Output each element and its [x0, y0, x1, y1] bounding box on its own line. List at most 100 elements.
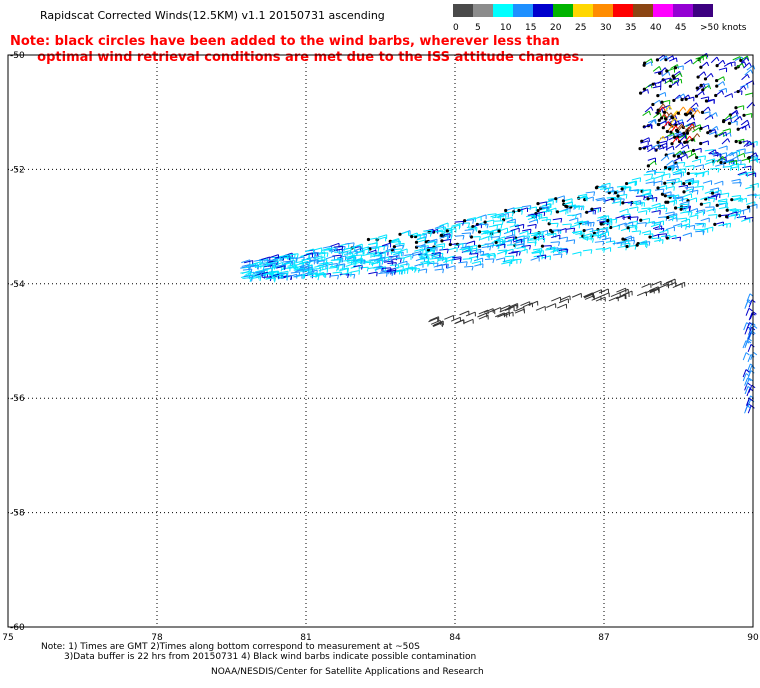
wind-barb — [567, 214, 577, 220]
wind-barb — [641, 283, 652, 288]
wind-barb — [596, 217, 606, 223]
wind-barb — [717, 200, 728, 206]
wind-barb — [281, 266, 291, 272]
wind-barb — [718, 223, 728, 228]
wind-barb — [601, 182, 611, 188]
wind-barb — [414, 239, 426, 245]
wind-barb — [661, 234, 671, 240]
wind-barb — [474, 263, 484, 269]
legend-label: >50 knots — [700, 23, 747, 33]
wind-barb — [691, 158, 702, 164]
wind-barb — [679, 207, 691, 212]
wind-barb — [718, 67, 728, 73]
wind-barb — [665, 211, 675, 217]
wind-barb — [688, 189, 699, 195]
wind-barb — [721, 138, 731, 145]
legend-label: 35 — [625, 23, 637, 33]
wind-barb — [663, 181, 675, 187]
wind-barb — [596, 198, 606, 204]
wind-barb — [373, 258, 384, 264]
wind-barb — [626, 226, 638, 231]
wind-barb — [670, 137, 680, 146]
wind-barb — [649, 287, 660, 293]
wind-barb — [610, 292, 621, 298]
wind-barb — [722, 128, 731, 133]
wind-barb — [571, 292, 582, 298]
wind-barb — [746, 64, 756, 71]
note-line-2: optimal wind retrieval conditions are me… — [37, 50, 585, 65]
wind-barb — [659, 229, 669, 235]
wind-barb — [288, 273, 298, 279]
wind-barb — [504, 211, 514, 217]
wind-barb — [495, 257, 506, 263]
legend-label: 30 — [600, 23, 612, 33]
wind-barb — [494, 212, 505, 218]
wind-barb — [430, 319, 441, 325]
wind-barb — [707, 195, 718, 201]
wind-barb — [484, 230, 494, 236]
wind-barb — [526, 214, 536, 220]
wind-barb — [310, 252, 320, 257]
wind-barb — [444, 314, 455, 320]
wind-barb — [601, 246, 612, 252]
wind-barb — [699, 83, 710, 88]
lon-tick-label: 87 — [598, 633, 609, 643]
wind-barb — [584, 295, 595, 300]
wind-barb — [690, 133, 701, 142]
wind-barb — [497, 214, 507, 220]
wind-barb — [647, 206, 657, 212]
wind-barb — [663, 164, 675, 170]
wind-barb — [647, 147, 656, 153]
wind-barb — [560, 295, 571, 301]
wind-barb — [730, 213, 741, 219]
wind-barb — [700, 217, 710, 223]
wind-barb — [407, 266, 417, 272]
wind-barb — [683, 135, 693, 144]
wind-barb — [714, 180, 724, 186]
wind-barb — [740, 119, 750, 126]
wind-barb — [738, 140, 749, 145]
wind-barb — [695, 230, 705, 236]
wind-barb — [440, 238, 452, 244]
wind-barb — [644, 233, 654, 239]
wind-barb — [694, 164, 704, 170]
wind-barb — [668, 117, 678, 126]
wind-barb — [744, 405, 752, 414]
wind-barb — [263, 267, 274, 273]
wind-barb — [294, 268, 304, 274]
wind-barb — [541, 218, 552, 224]
wind-barb — [747, 193, 757, 199]
wind-barb — [345, 242, 355, 248]
wind-barb — [728, 211, 738, 217]
wind-barb — [339, 267, 350, 273]
wind-barb — [703, 73, 714, 81]
wind-barb — [400, 263, 410, 269]
warning-note: Note: black circles have been added to t… — [10, 34, 584, 66]
legend-swatch — [593, 4, 613, 17]
wind-barb — [699, 201, 711, 207]
lat-tick-label: -52 — [10, 165, 25, 175]
wind-barb — [550, 241, 561, 247]
wind-barb — [699, 124, 710, 130]
wind-barb — [705, 158, 716, 164]
wind-barb — [448, 247, 458, 252]
wind-barb — [558, 248, 569, 254]
wind-barb — [551, 296, 562, 302]
wind-barb — [392, 244, 404, 250]
legend-label: 10 — [500, 23, 512, 33]
wind-barb — [254, 265, 265, 271]
wind-barb — [404, 253, 414, 259]
wind-barb — [424, 254, 434, 259]
wind-barb — [353, 264, 363, 270]
wind-barb — [461, 232, 472, 238]
wind-barb — [536, 254, 547, 260]
footer-credit: NOAA/NESDIS/Center for Satellite Applica… — [211, 667, 484, 677]
wind-barb — [311, 268, 322, 273]
wind-barb — [496, 243, 506, 249]
wind-barb — [631, 177, 642, 182]
wind-barb — [563, 201, 573, 207]
wind-barb — [643, 123, 653, 129]
wind-barb — [733, 197, 743, 203]
wind-barb — [565, 204, 577, 210]
